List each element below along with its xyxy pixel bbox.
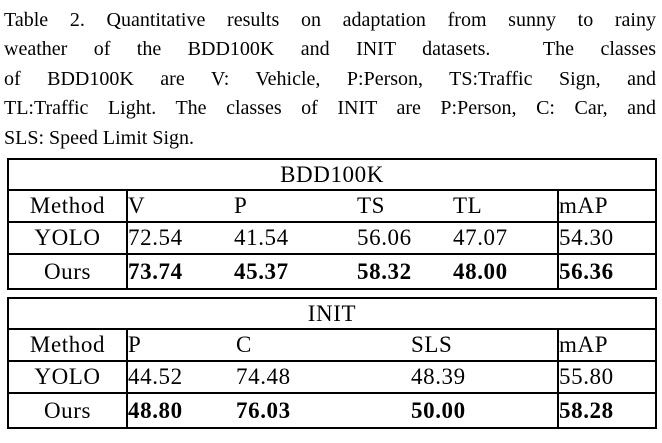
value-cell: 50.00 — [411, 397, 466, 423]
value-cell: 73.74 — [128, 258, 183, 284]
table-caption: Table 2. Quantitative results on adaptat… — [4, 6, 656, 153]
caption-line-1: Table 2. Quantitative results on adaptat… — [4, 9, 656, 31]
column-header-v: V — [127, 190, 234, 224]
value-cell: 58.28 — [557, 393, 656, 429]
table-row-yolo: YOLO 72.54 41.54 56.06 47.07 54.30 — [8, 222, 657, 256]
value-cell: 55.80 — [557, 361, 656, 395]
value-cell: 48.00 — [453, 258, 508, 284]
dataset-header-init: INIT — [8, 298, 656, 331]
column-header-sls: SLS — [411, 329, 558, 363]
caption-line-5: SLS: Speed Limit Sign. — [4, 126, 195, 149]
init-results-table: INIT Method P C SLS mAP YOLO 44.52 74.48… — [7, 297, 657, 430]
value-cell: 44.52 — [127, 361, 236, 395]
value-cell: 56.36 — [556, 254, 657, 290]
column-header-method: Method — [8, 190, 128, 224]
value-cell: 76.03 — [236, 397, 291, 423]
table-row: Method P C SLS mAP — [8, 329, 656, 363]
table-row: BDD100K — [8, 159, 657, 192]
caption-line-2: weather of the BDD100K and INIT datasets… — [4, 38, 656, 61]
method-cell: Ours — [8, 393, 128, 429]
value-cell: 74.48 — [236, 361, 411, 395]
value-cell: 58.32 — [357, 258, 412, 284]
column-header-ts: TS — [357, 190, 453, 224]
column-header-p: P — [234, 190, 357, 224]
value-cell: 56.06 — [357, 222, 453, 256]
table-row-ours: Ours 48.80 76.03 50.00 58.28 — [8, 393, 656, 429]
bdd100k-results-table: BDD100K Method V P TS TL mAP YOLO 72.54 … — [7, 158, 658, 291]
column-header-tl: TL — [453, 190, 558, 224]
value-cell: 48.80 — [128, 397, 183, 423]
method-cell: Ours — [8, 254, 128, 290]
column-header-map: mAP — [557, 329, 656, 363]
column-header-map: mAP — [556, 190, 657, 224]
caption-line-4: TL:Traffic Light. The classes of INIT ar… — [4, 97, 656, 120]
value-cell: 45.37 — [234, 258, 289, 284]
table-row-ours: Ours 73.74 45.37 58.32 48.00 56.36 — [8, 254, 657, 290]
table-row-yolo: YOLO 44.52 74.48 48.39 55.80 — [8, 361, 656, 395]
column-header-p: P — [127, 329, 236, 363]
method-cell: YOLO — [8, 222, 128, 256]
table-row: INIT — [8, 298, 656, 331]
value-cell: 54.30 — [556, 222, 657, 256]
method-cell: YOLO — [8, 361, 128, 395]
column-header-c: C — [236, 329, 411, 363]
value-cell: 48.39 — [411, 361, 558, 395]
caption-line-3: of BDD100K are V: Vehicle, P:Person, TS:… — [4, 67, 656, 90]
value-cell: 47.07 — [453, 222, 558, 256]
value-cell: 72.54 — [127, 222, 234, 256]
value-cell: 41.54 — [234, 222, 357, 256]
table-row: Method V P TS TL mAP — [8, 190, 657, 224]
dataset-header-bdd100k: BDD100K — [8, 159, 657, 192]
column-header-method: Method — [8, 329, 128, 363]
